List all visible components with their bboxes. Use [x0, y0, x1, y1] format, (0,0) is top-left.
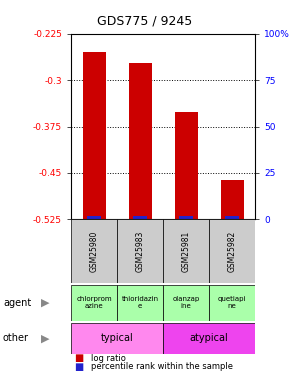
Bar [128, 63, 152, 219]
Text: GSM25982: GSM25982 [228, 231, 237, 272]
Text: percentile rank within the sample: percentile rank within the sample [91, 362, 233, 371]
Bar [117, 285, 163, 321]
Bar [133, 216, 147, 219]
Bar [163, 285, 209, 321]
Bar [83, 53, 106, 219]
Bar [163, 322, 255, 354]
Bar [87, 216, 101, 219]
Text: GSM25981: GSM25981 [182, 231, 191, 272]
Bar [175, 112, 198, 219]
Text: thioridazin
e: thioridazin e [122, 296, 159, 309]
Text: ■: ■ [74, 354, 83, 363]
Text: typical: typical [101, 333, 133, 344]
Bar [209, 219, 255, 283]
Text: olanzap
ine: olanzap ine [173, 296, 200, 309]
Bar [71, 322, 163, 354]
Text: ▶: ▶ [41, 333, 49, 344]
Text: GDS775 / 9245: GDS775 / 9245 [97, 15, 193, 28]
Bar [71, 219, 117, 283]
Text: quetiapi
ne: quetiapi ne [218, 296, 246, 309]
Bar [209, 285, 255, 321]
Bar [221, 180, 244, 219]
Text: GSM25980: GSM25980 [90, 231, 99, 272]
Bar [117, 219, 163, 283]
Text: ■: ■ [74, 362, 83, 372]
Text: GSM25983: GSM25983 [136, 231, 145, 272]
Text: other: other [3, 333, 29, 344]
Text: atypical: atypical [190, 333, 229, 344]
Text: log ratio: log ratio [91, 354, 126, 363]
Bar [163, 219, 209, 283]
Bar [225, 216, 239, 219]
Bar [71, 285, 117, 321]
Text: agent: agent [3, 298, 31, 308]
Bar [179, 216, 193, 219]
Text: chlorprom
azine: chlorprom azine [76, 296, 112, 309]
Text: ▶: ▶ [41, 298, 49, 308]
